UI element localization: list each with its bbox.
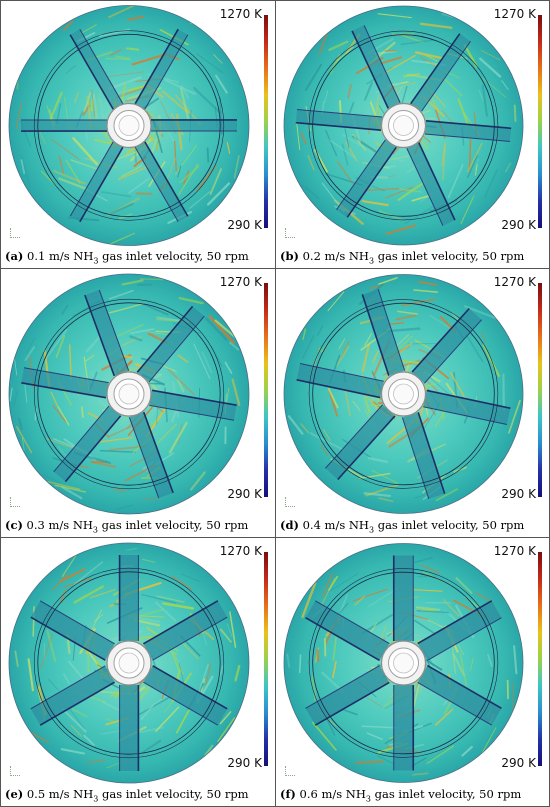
simulation-image: 1270 K 290 K	[276, 1, 549, 246]
temperature-disk	[283, 274, 524, 514]
caption-text-end: gas inlet velocity, 50 rpm	[98, 248, 249, 263]
simulation-image: 1270 K 290 K	[276, 269, 549, 515]
axis-triad-icon	[285, 766, 295, 776]
colorbar	[538, 552, 542, 766]
colorbar-max-label: 1270 K	[219, 544, 262, 558]
simulation-image: 1270 K 290 K	[1, 538, 275, 784]
temperature-disk	[8, 5, 250, 246]
colorbar	[538, 15, 542, 228]
panel-tag: (a)	[5, 248, 24, 263]
caption-subscript: 3	[93, 256, 99, 265]
colorbar-min-label: 290 K	[227, 218, 262, 232]
caption-subscript: 3	[92, 525, 99, 534]
caption-text-end: gas inlet velocity, 50 rpm	[98, 786, 249, 801]
colorbar	[264, 552, 268, 766]
caption-text-end: gas inlet velocity, 50 rpm	[370, 786, 522, 801]
panel-caption: (e) 0.5 m/s NH3 gas inlet velocity, 50 r…	[5, 787, 249, 803]
panel-b: 1270 K 290 K (b) 0.2 m/s NH3 gas inlet vel…	[275, 0, 550, 269]
panel-caption: (d) 0.4 m/s NH3 gas inlet velocity, 50 r…	[280, 518, 524, 534]
simulation-image: 1270 K 290 K	[1, 269, 275, 515]
panel-caption: (f) 0.6 m/s NH3 gas inlet velocity, 50 r…	[280, 787, 521, 803]
axis-triad-icon	[10, 766, 20, 776]
colorbar-min-label: 290 K	[227, 756, 262, 770]
caption-text: 0.4 m/s NH	[298, 517, 369, 532]
panel-tag: (e)	[5, 786, 24, 801]
axis-triad-icon	[10, 228, 20, 238]
panel-a: 1270 K 290 K (a) 0.1 m/s NH3 gas inlet vel…	[0, 0, 276, 269]
axis-triad-icon	[10, 497, 20, 507]
panel-c: 1270 K 290 K (c) 0.3 m/s NH3 gas inlet vel…	[0, 268, 276, 538]
caption-text-end: gas inlet velocity, 50 rpm	[374, 517, 525, 532]
panel-tag: (c)	[5, 517, 23, 532]
temperature-disk	[283, 5, 524, 246]
colorbar-max-label: 1270 K	[219, 275, 262, 289]
caption-subscript: 3	[368, 525, 375, 534]
caption-text-end: gas inlet velocity, 50 rpm	[374, 248, 525, 263]
axis-triad-icon	[285, 228, 295, 238]
panel-e: 1270 K 290 K (e) 0.5 m/s NH3 gas inlet vel…	[0, 537, 276, 807]
panel-tag: (b)	[280, 248, 299, 263]
colorbar-max-label: 1270 K	[493, 275, 536, 289]
colorbar-min-label: 290 K	[501, 218, 536, 232]
caption-text-end: gas inlet velocity, 50 rpm	[98, 517, 249, 532]
colorbar-min-label: 290 K	[227, 487, 262, 501]
colorbar-max-label: 1270 K	[493, 7, 536, 21]
panel-caption: (b) 0.2 m/s NH3 gas inlet velocity, 50 r…	[280, 249, 524, 265]
colorbar-min-label: 290 K	[501, 756, 536, 770]
temperature-disk	[283, 543, 524, 783]
colorbar-min-label: 290 K	[501, 487, 536, 501]
colorbar	[538, 283, 542, 497]
panel-caption: (c) 0.3 m/s NH3 gas inlet velocity, 50 r…	[5, 518, 248, 534]
caption-text: 0.6 m/s NH	[295, 786, 366, 801]
caption-subscript: 3	[365, 794, 371, 803]
temperature-disk	[8, 273, 250, 515]
panel-d: 1270 K 290 K (d) 0.4 m/s NH3 gas inlet vel…	[275, 268, 550, 538]
caption-text: 0.2 m/s NH	[298, 248, 369, 263]
simulation-image: 1270 K 290 K	[1, 1, 275, 246]
panel-f: 1270 K 290 K (f) 0.6 m/s NH3 gas inlet vel…	[275, 537, 550, 807]
panel-tag: (f)	[280, 786, 296, 801]
colorbar-max-label: 1270 K	[219, 7, 262, 21]
panel-caption: (a) 0.1 m/s NH3 gas inlet velocity, 50 r…	[5, 249, 249, 265]
temperature-disk	[8, 542, 250, 784]
colorbar	[264, 15, 268, 228]
caption-text: 0.3 m/s NH	[22, 517, 93, 532]
colorbar-max-label: 1270 K	[493, 544, 536, 558]
caption-text: 0.1 m/s NH	[23, 248, 94, 263]
colorbar	[264, 283, 268, 497]
caption-subscript: 3	[93, 794, 99, 803]
axis-triad-icon	[285, 497, 295, 507]
caption-subscript: 3	[368, 256, 375, 265]
caption-text: 0.5 m/s NH	[23, 786, 94, 801]
simulation-image: 1270 K 290 K	[276, 538, 549, 784]
panel-tag: (d)	[280, 517, 299, 532]
